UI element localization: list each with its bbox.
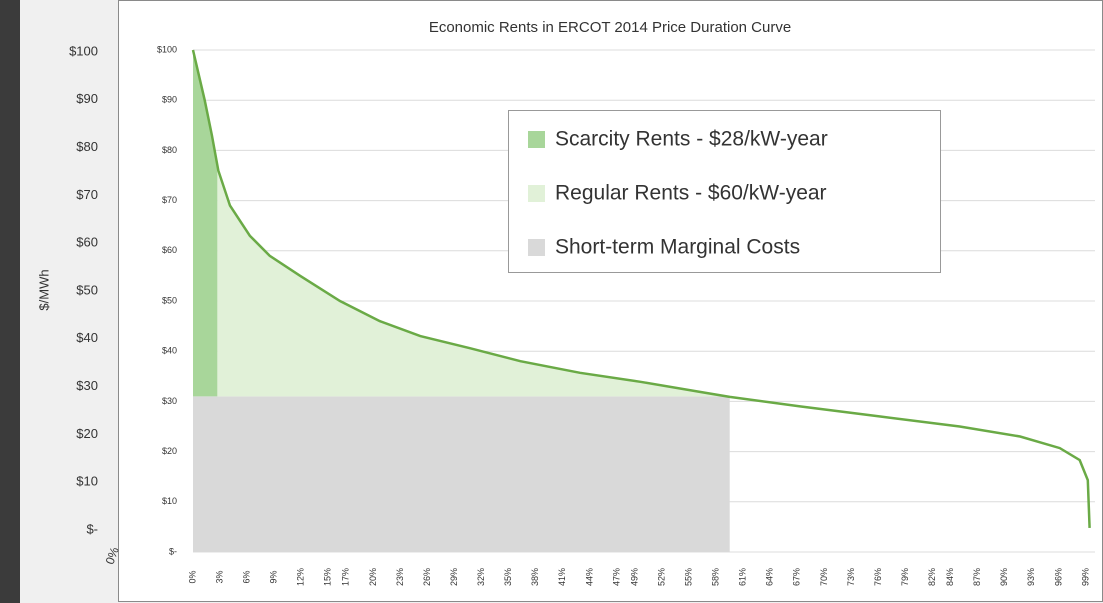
y-tick-label: $30 (76, 378, 98, 393)
x-tick-label: 47% (611, 568, 621, 586)
x-tick-label: 99% (1080, 568, 1090, 586)
x-tick-label: 82% (927, 568, 937, 586)
legend-box (508, 110, 941, 273)
x-tick-label: 73% (846, 568, 856, 586)
legend-label: Regular Rents - $60/kW-year (555, 182, 827, 205)
y-tick-label: $50 (76, 282, 98, 297)
y-tick-label: $90 (76, 91, 98, 106)
x-tick-label: 20% (368, 568, 378, 586)
x-tick-label: 29% (449, 568, 459, 586)
x-tick-label: 90% (999, 568, 1009, 586)
x-tick-label: 44% (584, 568, 594, 586)
x-tick-label: 12% (296, 568, 306, 586)
y-tick-label: $60 (76, 235, 98, 250)
x-tick-label: 15% (323, 568, 333, 586)
y-axis-label: $/MWh (36, 269, 51, 310)
x-tick-label: 64% (765, 568, 775, 586)
x-tick-label: 76% (873, 568, 883, 586)
y-tick-label: $10 (162, 496, 177, 506)
area (217, 165, 730, 397)
x-tick-label: 0% (103, 545, 122, 566)
x-tick-label: 55% (683, 568, 693, 586)
x-tick-label: 23% (395, 568, 405, 586)
y-tick-label: $40 (162, 346, 177, 356)
area (193, 396, 730, 552)
y-tick-label: $80 (162, 145, 177, 155)
y-tick-label: $60 (162, 245, 177, 255)
y-tick-label: $40 (76, 330, 98, 345)
x-tick-label: 87% (972, 568, 982, 586)
x-tick-label: 17% (341, 568, 351, 586)
y-tick-label: $80 (76, 139, 98, 154)
x-tick-label: 79% (900, 568, 910, 586)
x-tick-label: 84% (945, 568, 955, 586)
x-tick-label: 32% (476, 568, 486, 586)
y-tick-label: $50 (162, 295, 177, 305)
x-tick-label: 9% (269, 570, 279, 583)
y-tick-label: $30 (162, 396, 177, 406)
y-tick-label: $- (86, 521, 98, 536)
y-tick-label: $90 (162, 95, 177, 105)
y-tick-label: $20 (162, 446, 177, 456)
x-tick-label: 3% (214, 570, 224, 583)
x-tick-label: 0% (187, 570, 197, 583)
x-tick-label: 35% (503, 568, 513, 586)
x-tick-label: 93% (1026, 568, 1036, 586)
x-tick-label: 70% (819, 568, 829, 586)
legend-swatch (528, 131, 545, 148)
y-tick-label: $100 (157, 44, 177, 54)
y-tick-label: $20 (76, 426, 98, 441)
legend-label: Short-term Marginal Costs (555, 236, 800, 259)
y-tick-label: $70 (162, 195, 177, 205)
x-tick-label: 6% (241, 570, 251, 583)
y-tick-label: $100 (69, 43, 98, 58)
line (191, 49, 1091, 528)
x-tick-label: 58% (711, 568, 721, 586)
x-tick-label: 67% (792, 568, 802, 586)
legend-swatch (528, 185, 545, 202)
y-tick-label: $10 (76, 474, 98, 489)
x-tick-label: 96% (1053, 568, 1063, 586)
x-tick-label: 49% (629, 568, 639, 586)
y-tick-label: $70 (76, 187, 98, 202)
x-tick-label: 38% (530, 568, 540, 586)
legend-swatch (528, 239, 545, 256)
y-tick-label: $- (169, 546, 177, 556)
x-tick-label: 61% (738, 568, 748, 586)
x-tick-label: 52% (656, 568, 666, 586)
x-tick-label: 26% (422, 568, 432, 586)
legend-label: Scarcity Rents - $28/kW-year (555, 128, 828, 151)
chart-title: Economic Rents in ERCOT 2014 Price Durat… (429, 19, 791, 36)
x-tick-label: 41% (557, 568, 567, 586)
